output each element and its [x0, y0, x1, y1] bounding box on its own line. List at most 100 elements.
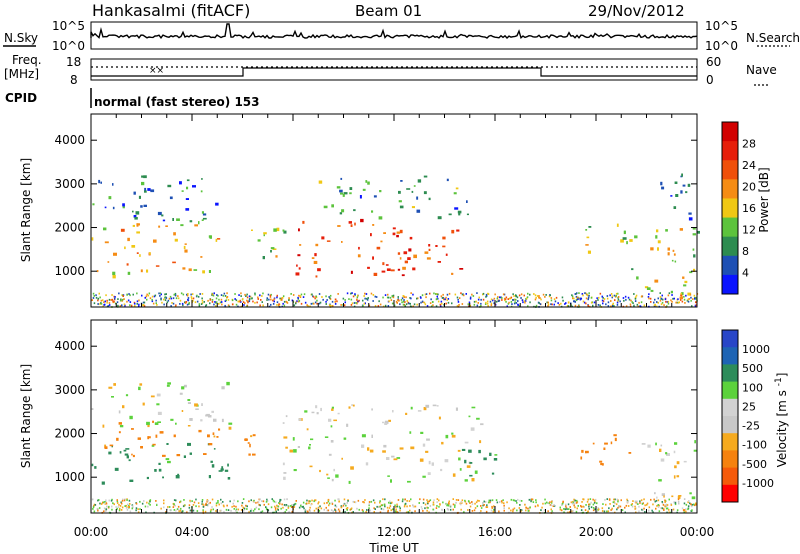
- heatmap-cell: [155, 500, 157, 502]
- heatmap-cell: [493, 297, 496, 300]
- heatmap-cell: [571, 295, 574, 298]
- heatmap-cell: [160, 298, 162, 301]
- heatmap-cell: [94, 466, 97, 469]
- heatmap-cell: [330, 440, 334, 443]
- heatmap-cell: [193, 501, 196, 504]
- heatmap-cell: [426, 438, 430, 441]
- heatmap-cell: [384, 505, 386, 508]
- heatmap-cell: [167, 299, 170, 302]
- colorbar-tick-label: 4: [742, 267, 749, 280]
- heatmap-cell: [575, 295, 578, 298]
- heatmap-cell: [491, 499, 494, 502]
- heatmap-cell: [452, 503, 455, 506]
- heatmap-cell: [458, 297, 461, 299]
- heatmap-cell: [422, 510, 424, 512]
- heatmap-cell: [93, 510, 96, 513]
- heatmap-cell: [422, 443, 426, 447]
- heatmap-cell: [413, 254, 417, 259]
- heatmap-cell: [97, 299, 99, 302]
- heatmap-cell: [395, 508, 397, 511]
- heatmap-cell: [405, 303, 408, 306]
- heatmap-cell: [128, 459, 131, 462]
- heatmap-cell: [474, 507, 477, 509]
- colorbar-swatch: [722, 467, 738, 486]
- heatmap-cell: [518, 507, 521, 509]
- heatmap-cell: [249, 295, 252, 298]
- heatmap-cell: [331, 204, 334, 208]
- heatmap-cell: [149, 499, 152, 501]
- heatmap-cell: [678, 502, 680, 505]
- heatmap-cell: [628, 452, 632, 454]
- heatmap-cell: [319, 301, 322, 304]
- heatmap-cell: [437, 293, 439, 296]
- heatmap-cell: [654, 500, 656, 503]
- heatmap-cell: [96, 270, 99, 273]
- heatmap-cell: [169, 509, 172, 511]
- heatmap-cell: [660, 444, 663, 447]
- heatmap-cell: [331, 503, 334, 505]
- heatmap-cell: [559, 506, 561, 509]
- heatmap-cell: [298, 267, 301, 270]
- heatmap-cell: [616, 498, 618, 501]
- heatmap-cell: [659, 292, 661, 294]
- heatmap-cell: [177, 505, 180, 508]
- heatmap-cell: [576, 499, 578, 502]
- heatmap-cell: [295, 302, 297, 305]
- heatmap-cell: [190, 296, 193, 298]
- heatmap-cell: [596, 297, 598, 300]
- heatmap-cell: [404, 502, 407, 505]
- heatmap-cell: [344, 511, 346, 513]
- heatmap-cell: [427, 472, 431, 475]
- heatmap-cell: [565, 507, 568, 509]
- heatmap-cell: [132, 210, 134, 213]
- heatmap-cell: [244, 293, 246, 296]
- heatmap-cell: [657, 506, 660, 508]
- heatmap-cell: [217, 500, 219, 502]
- heatmap-cell: [514, 301, 516, 304]
- heatmap-cell: [441, 441, 444, 445]
- heatmap-cell: [117, 298, 119, 300]
- heatmap-cell: [374, 501, 376, 504]
- heatmap-cell: [654, 298, 656, 301]
- heatmap-cell: [512, 499, 515, 502]
- heatmap-cell: [386, 296, 389, 299]
- heatmap-cell: [527, 510, 530, 512]
- heatmap-cell: [173, 499, 176, 501]
- heatmap-cell: [476, 417, 480, 420]
- heatmap-cell: [98, 499, 100, 501]
- heatmap-cell: [660, 507, 662, 509]
- heatmap-cell: [268, 298, 270, 301]
- heatmap-cell: [280, 507, 282, 510]
- power-heatmap: [91, 173, 700, 308]
- heatmap-cell: [668, 511, 670, 514]
- heatmap-cell: [594, 498, 597, 501]
- colorbar-tick-label: 500: [742, 362, 763, 375]
- heatmap-cell: [135, 211, 140, 215]
- heatmap-cell: [547, 502, 549, 504]
- heatmap-cell: [569, 511, 571, 513]
- heatmap-cell: [441, 509, 444, 511]
- heatmap-cell: [224, 469, 229, 472]
- colorbar-swatch: [722, 236, 738, 257]
- heatmap-cell: [185, 198, 189, 200]
- heatmap-cell: [99, 303, 101, 305]
- heatmap-cell: [445, 253, 448, 256]
- heatmap-cell: [582, 505, 584, 508]
- heatmap-cell: [248, 295, 251, 298]
- heatmap-cell: [116, 437, 119, 441]
- colorbar-swatch: [722, 450, 738, 469]
- heatmap-cell: [461, 502, 463, 504]
- heatmap-cell: [676, 301, 678, 304]
- heatmap-cell: [642, 502, 644, 505]
- heatmap-cell: [124, 505, 126, 507]
- heatmap-cell: [154, 294, 157, 297]
- heatmap-cell: [323, 205, 328, 209]
- heatmap-cell: [244, 438, 248, 441]
- heatmap-cell: [291, 510, 293, 513]
- heatmap-cell: [620, 239, 624, 243]
- heatmap-cell: [173, 509, 176, 511]
- heatmap-cell: [154, 469, 157, 472]
- heatmap-cell: [226, 381, 230, 386]
- heatmap-cell: [149, 297, 152, 300]
- heatmap-cell: [512, 510, 514, 513]
